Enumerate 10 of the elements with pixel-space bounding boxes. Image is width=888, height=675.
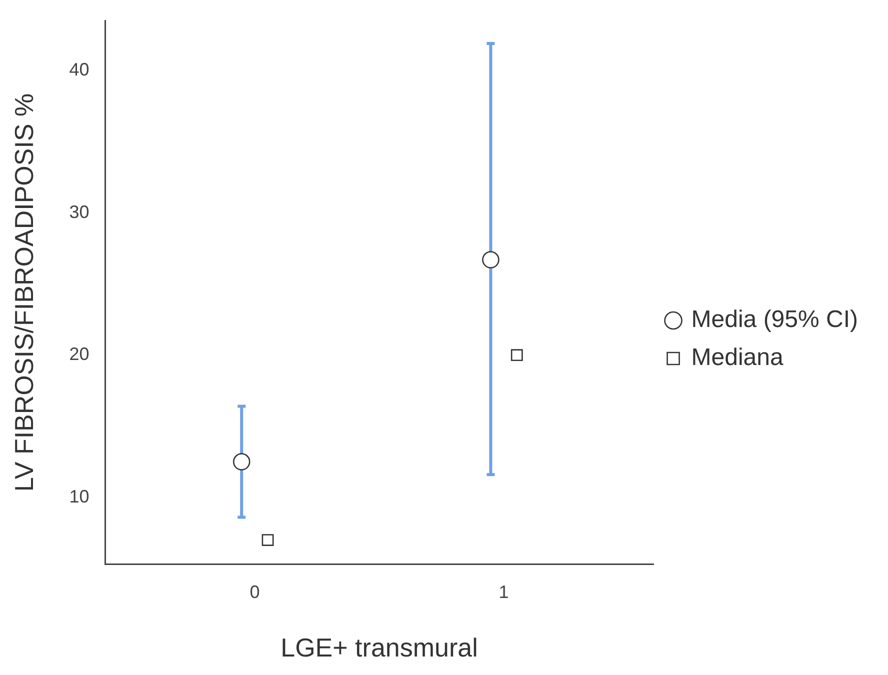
y-tick-label: 40 <box>69 60 90 80</box>
y-tick-label: 20 <box>69 344 90 364</box>
y-tick-label: 10 <box>69 486 90 506</box>
x-tick-label: 1 <box>498 582 509 602</box>
x-axis-title: LGE+ transmural <box>280 632 478 663</box>
y-tick-label: 30 <box>69 202 90 222</box>
legend-label: Mediana <box>691 344 784 372</box>
y-axis-title: LV FIBROSIS/FIBROADIPOSIS % <box>8 93 39 492</box>
x-tick-label: 0 <box>250 582 260 602</box>
legend-label: Media (95% CI) <box>691 306 858 334</box>
